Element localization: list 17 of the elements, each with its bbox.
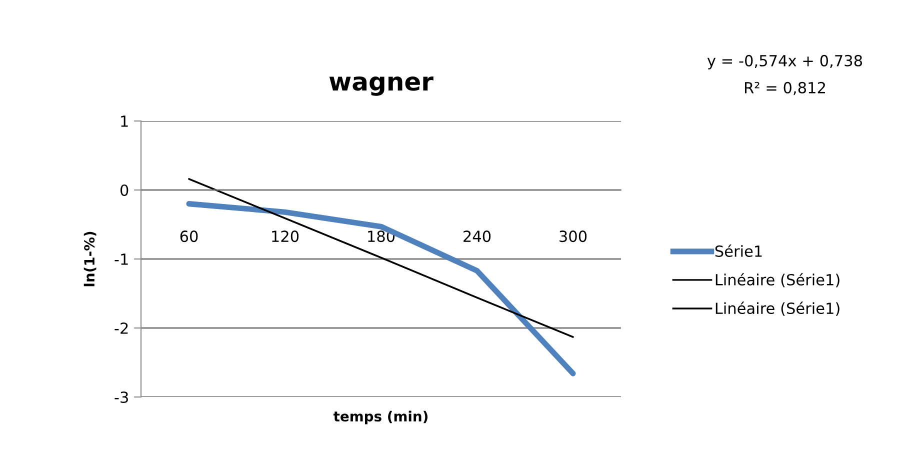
x-axis-title: temps (min) [333,410,428,424]
x-tick-label: 120 [272,230,299,242]
y-tick-label: -1 [114,254,128,265]
x-tick-label: 60 [180,230,198,242]
text: y = -0,574x + 0,738 [707,54,862,70]
y-axis-title: ln(1-%) [84,232,96,286]
chart-title: wagner [329,76,434,96]
y-tick-label: -2 [114,322,128,334]
x-tick-label: 240 [464,230,491,242]
text: R² = 0,812 [745,82,825,95]
y-tick-label: 0 [120,184,128,196]
x-tick-label: 300 [560,230,587,242]
legend-label: Série1 [715,244,762,257]
legend-label: Linéaire (Série1) [716,302,840,316]
y-tick-label: -3 [114,391,128,404]
legend-label: Linéaire (Série1) [716,273,840,288]
y-tick-label: 1 [121,116,128,127]
